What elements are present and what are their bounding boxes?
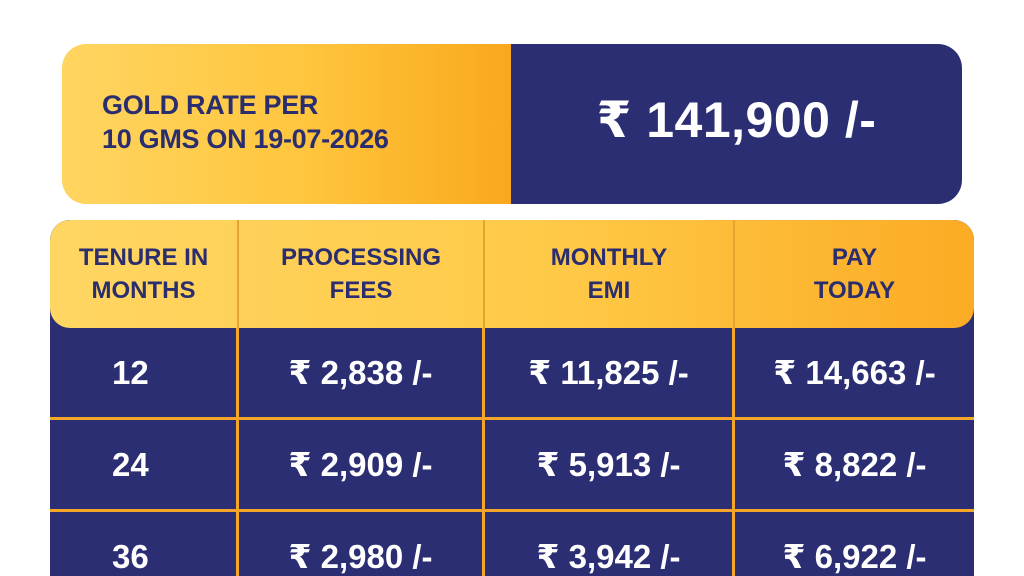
table-row: 12 ₹ 2,838 /- ₹ 11,825 /- ₹ 14,663 /- xyxy=(50,328,974,420)
emi-table: TENURE IN MONTHS PROCESSING FEES MONTHLY… xyxy=(50,220,974,576)
table-row: 24 ₹ 2,909 /- ₹ 5,913 /- ₹ 8,822 /- xyxy=(50,420,974,512)
header-monthly-emi-line1: MONTHLY xyxy=(550,244,668,271)
cell-pay-today: ₹ 6,922 /- xyxy=(782,538,927,575)
gold-rate-label-line1: GOLD RATE PER xyxy=(102,90,319,120)
header-processing-fees-line2: FEES xyxy=(329,277,393,304)
gold-rate-value-panel: ₹ 141,900 /- xyxy=(511,44,962,204)
cell-processing-fees: ₹ 2,909 /- xyxy=(239,420,485,509)
gold-rate-card: GOLD RATE PER 10 GMS ON 19-07-2026 ₹ 141… xyxy=(62,44,962,204)
table-header: TENURE IN MONTHS PROCESSING FEES MONTHLY… xyxy=(50,220,974,328)
cell-pay-today: ₹ 14,663 /- xyxy=(773,354,936,391)
table-row: 36 ₹ 2,980 /- ₹ 3,942 /- ₹ 6,922 /- xyxy=(50,512,974,576)
header-tenure-line1: TENURE IN xyxy=(78,244,209,271)
cell-processing-fees: ₹ 2,838 /- xyxy=(239,328,485,417)
gold-rate-value: ₹ 141,900 /- xyxy=(596,92,877,148)
gold-rate-label: GOLD RATE PER 10 GMS ON 19-07-2026 xyxy=(102,88,389,156)
header-pay-today-line2: TODAY xyxy=(813,277,896,304)
cell-monthly-emi: ₹ 5,913 /- xyxy=(485,420,735,509)
header-monthly-emi-line2: EMI xyxy=(587,277,631,304)
table-body: 12 ₹ 2,838 /- ₹ 11,825 /- ₹ 14,663 /- 24… xyxy=(50,328,974,576)
header-processing-fees-line1: PROCESSING xyxy=(280,244,442,271)
gold-rate-label-line2: 10 GMS ON 19-07-2026 xyxy=(102,124,389,154)
cell-pay-today: ₹ 8,822 /- xyxy=(782,446,927,483)
cell-tenure: 24 xyxy=(50,420,239,509)
header-monthly-emi: MONTHLY EMI xyxy=(485,220,735,328)
header-tenure-line2: MONTHS xyxy=(91,277,196,304)
header-processing-fees: PROCESSING FEES xyxy=(239,220,485,328)
gold-rate-label-panel: GOLD RATE PER 10 GMS ON 19-07-2026 xyxy=(62,44,511,204)
header-pay-today-line1: PAY xyxy=(831,244,878,271)
cell-monthly-emi: ₹ 11,825 /- xyxy=(485,328,735,417)
cell-monthly-emi: ₹ 3,942 /- xyxy=(485,512,735,576)
cell-processing-fees: ₹ 2,980 /- xyxy=(239,512,485,576)
cell-tenure: 36 xyxy=(50,512,239,576)
header-pay-today: PAY TODAY xyxy=(735,220,974,328)
cell-tenure: 12 xyxy=(50,328,239,417)
header-tenure: TENURE IN MONTHS xyxy=(50,220,239,328)
